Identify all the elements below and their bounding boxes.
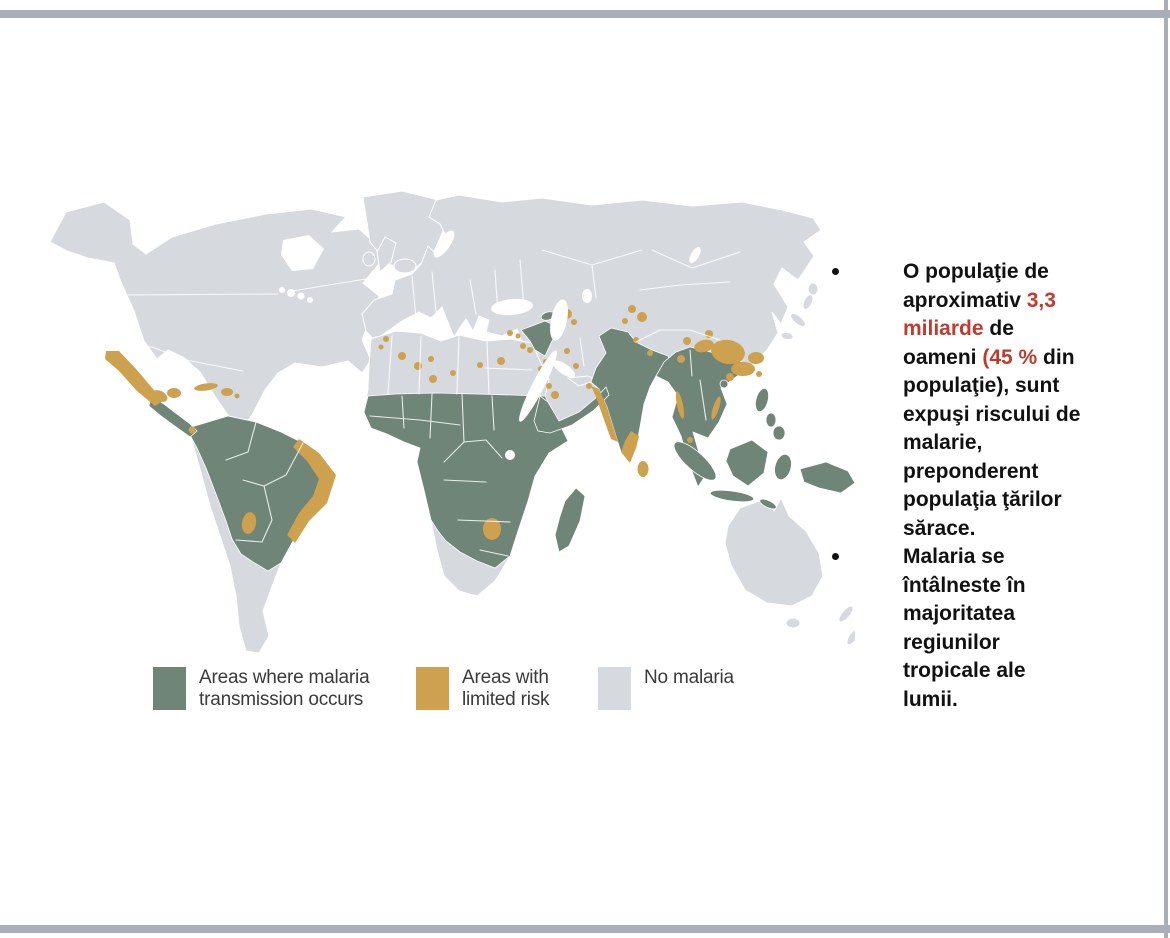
region-madagascar <box>554 487 586 553</box>
region-sumatra <box>673 441 717 481</box>
region-sulawesi <box>774 453 792 481</box>
region-iceland <box>393 258 417 274</box>
region-tasmania <box>785 617 801 629</box>
persian-gulf <box>552 360 576 378</box>
legend-swatch-transmission <box>153 667 186 710</box>
legend-swatch-no-malaria <box>598 667 631 710</box>
world-map-svg <box>49 190 855 654</box>
bullet-item: Malaria se întâlneste în majoritatea reg… <box>832 543 1115 714</box>
sea-cutouts <box>279 230 701 460</box>
region-yemen-oman <box>533 386 610 434</box>
legend-item-limited-risk: Areas with limited risk <box>416 667 550 711</box>
region-japan <box>802 294 814 310</box>
region-new-zealand-north <box>838 605 854 623</box>
baltic-sea <box>433 230 455 258</box>
slide-right-border <box>1164 0 1168 938</box>
world-malaria-map <box>40 190 855 660</box>
country-borders <box>106 249 741 557</box>
region-new-zealand-south <box>846 628 855 646</box>
hudson-bay <box>281 235 324 271</box>
region-new-guinea <box>799 461 855 494</box>
region-sri-lanka <box>637 461 649 477</box>
legend-item-no-malaria: No malaria <box>598 667 734 710</box>
region-north-america <box>49 201 380 429</box>
lake-victoria <box>505 450 515 460</box>
legend-swatch-limited-risk <box>416 667 449 710</box>
region-paraguay <box>241 512 257 534</box>
region-limited-risk <box>105 305 764 543</box>
legend-label-no-malaria: No malaria <box>644 667 734 688</box>
bullet-text: Malaria se întâlneste în majoritatea reg… <box>903 545 1026 711</box>
region-ireland <box>362 251 376 267</box>
region-southeast-china <box>711 339 745 365</box>
region-borneo <box>725 439 769 487</box>
region-mexico-coast <box>105 351 163 406</box>
region-zimbabwe <box>483 518 501 540</box>
region-java <box>709 489 755 503</box>
legend-label-transmission: Areas where malaria transmission occurs <box>199 667 370 710</box>
region-brazil-coast <box>287 439 336 543</box>
region-india-south-tip <box>621 431 639 463</box>
region-central-asia <box>628 305 636 313</box>
legend-item-transmission: Areas where malaria transmission occurs <box>153 667 370 711</box>
red-sea <box>519 350 557 422</box>
region-mindanao <box>772 425 786 441</box>
bullet-item: O populaţie de aproximativ 3,3 miliarde … <box>832 258 1115 543</box>
bullet-dot <box>832 553 839 560</box>
bullet-dot <box>832 268 839 275</box>
region-hainan <box>719 379 729 389</box>
region-cuba <box>194 383 218 391</box>
region-uk <box>376 236 397 273</box>
slide-top-border <box>0 10 1170 18</box>
region-australia <box>724 496 824 607</box>
region-central-america <box>148 396 198 438</box>
caspian-sea <box>550 299 568 341</box>
region-india-west-coast <box>591 386 618 442</box>
bullet-text: O populaţie de aproximativ 3,3 miliarde … <box>903 260 1081 540</box>
legend-label-limited-risk: Areas with limited risk <box>462 667 550 710</box>
bullet-list: O populaţie de aproximativ 3,3 miliarde … <box>832 258 1115 714</box>
region-yucatan <box>167 388 181 398</box>
black-sea <box>491 298 533 316</box>
region-hispaniola <box>221 388 233 396</box>
slide-bottom-border <box>0 925 1170 933</box>
region-luzon <box>755 387 769 413</box>
region-timor <box>759 498 777 510</box>
